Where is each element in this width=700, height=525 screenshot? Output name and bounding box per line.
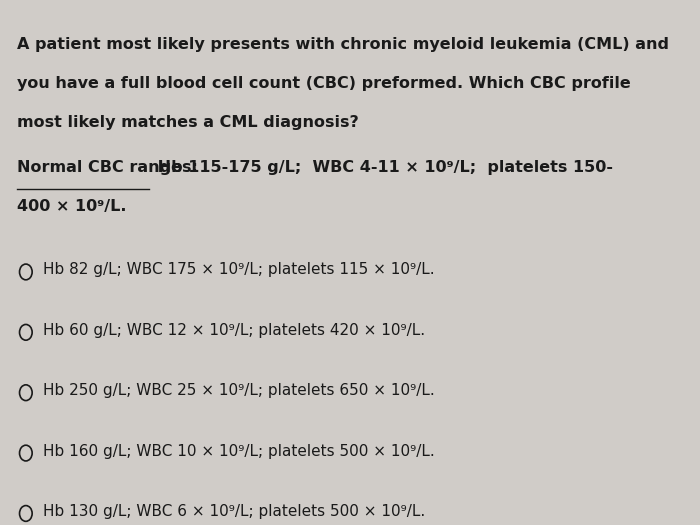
Text: Hb 82 g/L; WBC 175 × 10⁹/L; platelets 115 × 10⁹/L.: Hb 82 g/L; WBC 175 × 10⁹/L; platelets 11… bbox=[43, 262, 435, 278]
Text: 400 × 10⁹/L.: 400 × 10⁹/L. bbox=[18, 200, 127, 215]
Text: Hb 60 g/L; WBC 12 × 10⁹/L; platelets 420 × 10⁹/L.: Hb 60 g/L; WBC 12 × 10⁹/L; platelets 420… bbox=[43, 323, 425, 338]
Text: Hb 160 g/L; WBC 10 × 10⁹/L; platelets 500 × 10⁹/L.: Hb 160 g/L; WBC 10 × 10⁹/L; platelets 50… bbox=[43, 444, 435, 459]
Text: Hb 250 g/L; WBC 25 × 10⁹/L; platelets 650 × 10⁹/L.: Hb 250 g/L; WBC 25 × 10⁹/L; platelets 65… bbox=[43, 383, 435, 398]
Text: Hb 115-175 g/L;  WBC 4-11 × 10⁹/L;  platelets 150-: Hb 115-175 g/L; WBC 4-11 × 10⁹/L; platel… bbox=[152, 160, 613, 175]
Text: Normal CBC ranges:: Normal CBC ranges: bbox=[18, 160, 198, 175]
Text: you have a full blood cell count (CBC) preformed. Which CBC profile: you have a full blood cell count (CBC) p… bbox=[18, 76, 631, 91]
Text: A patient most likely presents with chronic myeloid leukemia (CML) and: A patient most likely presents with chro… bbox=[18, 37, 669, 52]
Text: most likely matches a CML diagnosis?: most likely matches a CML diagnosis? bbox=[18, 116, 359, 131]
Text: Hb 130 g/L; WBC 6 × 10⁹/L; platelets 500 × 10⁹/L.: Hb 130 g/L; WBC 6 × 10⁹/L; platelets 500… bbox=[43, 504, 426, 519]
